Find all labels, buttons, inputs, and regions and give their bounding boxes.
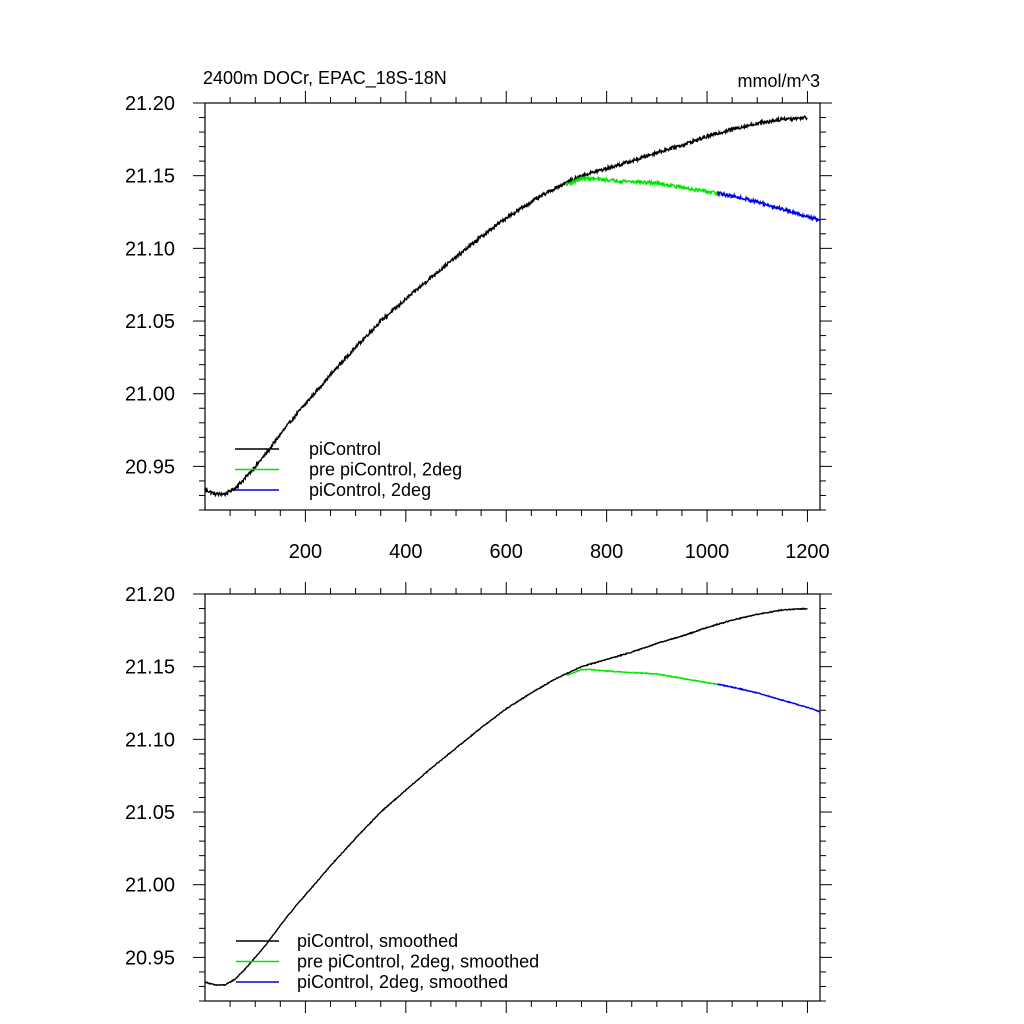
y-tick-label: 21.00	[125, 875, 175, 897]
y-tick-label: 21.20	[125, 584, 175, 606]
x-tick-label: 1200	[785, 541, 830, 563]
series-line	[566, 668, 718, 686]
y-tick-label: 21.10	[125, 729, 175, 751]
legend-label: piControl, 2deg, smoothed	[297, 972, 508, 992]
y-tick-label: 21.00	[125, 384, 175, 406]
x-tick-label: 600	[490, 541, 523, 563]
legend-label: pre piControl, 2deg, smoothed	[297, 952, 539, 972]
x-tick-label: 400	[389, 541, 422, 563]
legend-label: pre piControl, 2deg	[309, 460, 462, 480]
units-label: mmol/m^3	[738, 71, 820, 91]
y-tick-label: 21.05	[125, 802, 175, 824]
series-line	[716, 683, 821, 713]
chart-title: 2400m DOCr, EPAC_18S-18N	[203, 68, 447, 89]
legend-label: piControl, 2deg	[309, 480, 431, 500]
bottom-panel: 20.95 21.00 21.05 21.10 21.15 21.20 piControl,…	[125, 582, 832, 1013]
series-line	[716, 190, 821, 223]
series-line	[565, 174, 718, 196]
plot-frame	[204, 102, 821, 511]
y-tick-label: 21.15	[125, 166, 175, 188]
y-tick-label: 21.20	[125, 93, 175, 115]
x-tick-label: 800	[590, 541, 623, 563]
series-line	[204, 115, 808, 498]
x-tick-label: 1000	[685, 541, 730, 563]
y-tick-label: 20.95	[125, 947, 175, 969]
y-tick-label: 21.15	[125, 657, 175, 679]
y-tick-label: 21.05	[125, 311, 175, 333]
x-tick-label: 200	[289, 541, 322, 563]
legend-label: piControl	[309, 439, 381, 459]
legend-label: piControl, smoothed	[297, 931, 458, 951]
y-tick-label: 21.10	[125, 238, 175, 260]
series-line	[204, 607, 808, 987]
top-panel: 20.95 21.00 21.05 21.10 21.15 21.20 200 400 600 8…	[125, 91, 832, 563]
y-tick-label: 20.95	[125, 456, 175, 478]
